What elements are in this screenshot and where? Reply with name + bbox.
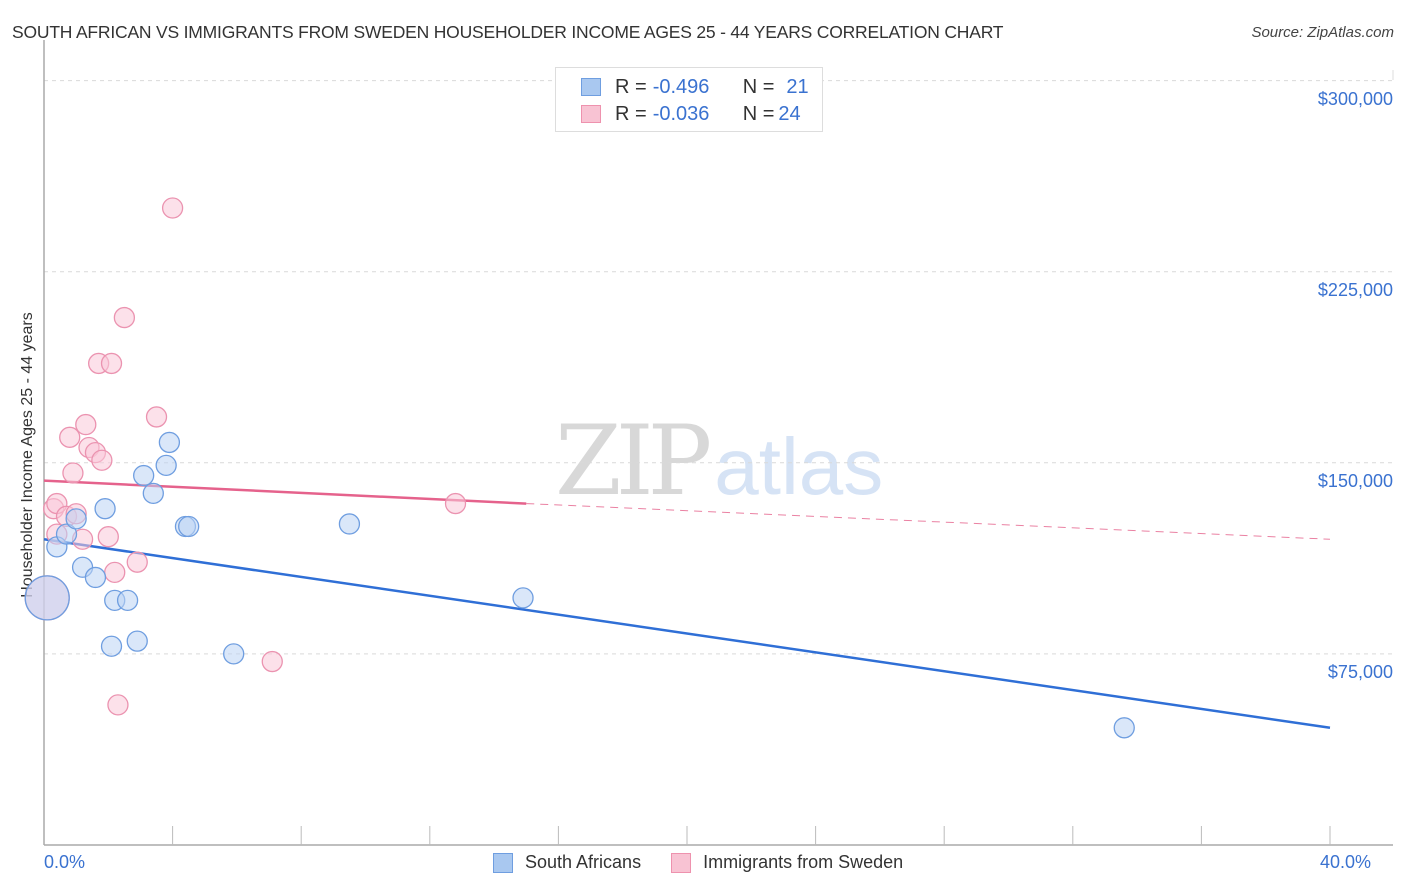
data-point-south-africans: [84, 566, 107, 589]
x-tick-max: 40.0%: [1320, 852, 1372, 872]
data-point-south-africans: [142, 482, 164, 505]
data-point-south-africans: [126, 630, 148, 652]
legend-r-label: R =: [615, 75, 647, 98]
data-point-immigrants-sweden: [126, 551, 148, 573]
data-points: [24, 197, 1135, 739]
legend-item-south-africans[interactable]: South Africans: [493, 852, 641, 873]
legend-r-value: -0.036: [652, 102, 710, 125]
data-point-immigrants-sweden: [107, 694, 129, 716]
data-point-immigrants-sweden: [62, 462, 84, 484]
legend-n-label: N =: [742, 75, 775, 98]
legend-r-value: -0.496: [652, 75, 710, 98]
data-point-immigrants-sweden: [91, 449, 113, 471]
legend-swatch-blue: [493, 852, 513, 873]
data-point-immigrants-sweden: [113, 306, 136, 329]
legend-swatch-pink: [671, 852, 692, 873]
data-point-immigrants-sweden: [261, 650, 283, 673]
data-point-immigrants-sweden: [97, 526, 119, 548]
source-credit: Source: ZipAtlas.com: [1251, 24, 1394, 41]
legend-row-south-africans: R = -0.496 N = 21: [581, 76, 809, 98]
legend-row-immigrants-sweden: R = -0.036 N = 24: [581, 103, 801, 125]
y-tick-label: $150,000: [1317, 470, 1393, 491]
data-point-immigrants-sweden: [75, 413, 97, 436]
data-point-south-africans: [512, 587, 534, 609]
y-tick-label: $300,000: [1317, 88, 1393, 109]
data-point-immigrants-sweden: [145, 406, 168, 428]
y-tick-label: $75,000: [1327, 661, 1393, 682]
data-point-south-africans: [94, 498, 116, 520]
watermark: ZIP atlas: [555, 405, 883, 517]
data-point-south-africans: [338, 513, 361, 535]
axes: [43, 40, 1394, 846]
legend-label: Immigrants from Sweden: [703, 852, 904, 872]
data-point-south-africans: [178, 515, 200, 538]
data-point-south-africans: [116, 589, 139, 612]
series-legend: South Africans Immigrants from Sweden: [493, 852, 933, 873]
x-tick-min: 0.0%: [44, 852, 86, 872]
legend-item-immigrants-sweden[interactable]: Immigrants from Sweden: [671, 852, 903, 873]
data-point-immigrants-sweden: [161, 197, 184, 219]
data-point-south-africans: [1113, 717, 1135, 739]
watermark-atlas: atlas: [714, 422, 884, 511]
data-point-immigrants-sweden: [59, 426, 81, 448]
legend-r-label: R =: [615, 102, 647, 125]
y-tick-label: $225,000: [1317, 279, 1393, 300]
data-point-immigrants-sweden: [104, 561, 126, 584]
data-point-south-africans: [158, 431, 181, 454]
chart-title: SOUTH AFRICAN VS IMMIGRANTS FROM SWEDEN …: [12, 22, 1004, 42]
legend-swatch-pink: [581, 105, 601, 123]
data-point-immigrants-sweden: [100, 352, 123, 375]
data-point-immigrants-sweden: [444, 492, 467, 515]
correlation-legend: R = -0.496 N = 21 R = -0.036 N = 24: [555, 67, 823, 132]
data-point-south-africans: [24, 575, 70, 621]
data-point-south-africans: [223, 643, 245, 665]
data-point-south-africans: [155, 454, 177, 476]
legend-n-value: 21: [786, 75, 809, 98]
watermark-zip: ZIP: [555, 405, 712, 517]
trend-line-south-africans: [43, 538, 1331, 730]
legend-n-value: 24: [778, 102, 801, 125]
trend-lines: [43, 479, 1331, 730]
data-point-south-africans: [100, 635, 123, 657]
legend-label: South Africans: [525, 852, 642, 872]
legend-n-label: N =: [742, 102, 775, 125]
trend-line-immigrants-sweden-extension: [526, 503, 1331, 540]
data-point-south-africans: [55, 523, 78, 545]
data-point-south-africans: [133, 464, 155, 487]
data-point-south-africans: [65, 508, 87, 530]
legend-swatch-blue: [581, 78, 601, 96]
